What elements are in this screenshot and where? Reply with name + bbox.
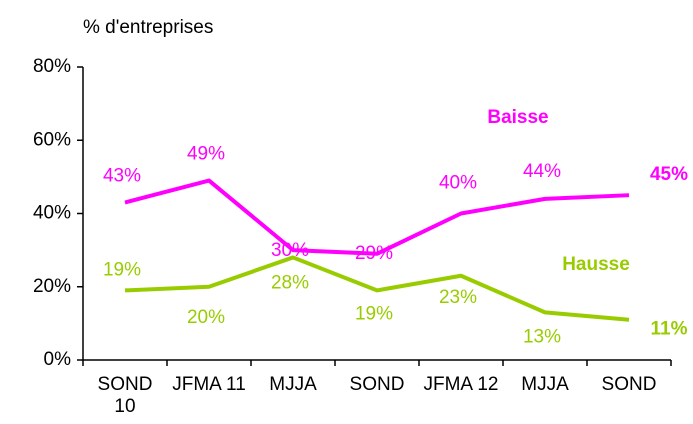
- series-line: [124, 178, 630, 256]
- x-tick-label: MJJA: [269, 374, 317, 395]
- data-label: 29%: [355, 243, 393, 264]
- x-tick-label: JFMA 11: [172, 374, 246, 395]
- series-line: [124, 255, 630, 322]
- y-tick-label: 20%: [33, 276, 71, 297]
- data-label: 13%: [523, 326, 561, 347]
- data-label: 44%: [523, 161, 561, 182]
- x-tick-label: JFMA 12: [423, 374, 499, 395]
- y-axis-label: % d'entreprises: [83, 17, 213, 38]
- legend-label: Hausse: [562, 254, 630, 275]
- data-label: 30%: [271, 240, 309, 261]
- x-tick-label: MJJA: [521, 374, 569, 395]
- x-tick-label: SOND: [349, 374, 405, 395]
- data-label: 19%: [355, 303, 393, 324]
- y-tick-label: 60%: [33, 129, 71, 150]
- data-label: 45%: [650, 164, 688, 185]
- data-label: 23%: [439, 287, 477, 308]
- data-label: 49%: [187, 144, 225, 165]
- x-tick-label: SOND 10: [97, 374, 153, 417]
- data-label: 19%: [103, 259, 141, 280]
- x-tick-label: SOND: [601, 374, 657, 395]
- data-label: 43%: [103, 166, 141, 187]
- data-label: 28%: [271, 272, 309, 293]
- legend-label: Baisse: [487, 107, 548, 128]
- data-label: 20%: [187, 307, 225, 328]
- y-tick-label: 80%: [33, 56, 71, 77]
- data-label: 11%: [651, 319, 688, 340]
- y-tick-label: 40%: [33, 203, 71, 224]
- data-label: 40%: [439, 173, 477, 194]
- y-tick-label: 0%: [44, 349, 72, 370]
